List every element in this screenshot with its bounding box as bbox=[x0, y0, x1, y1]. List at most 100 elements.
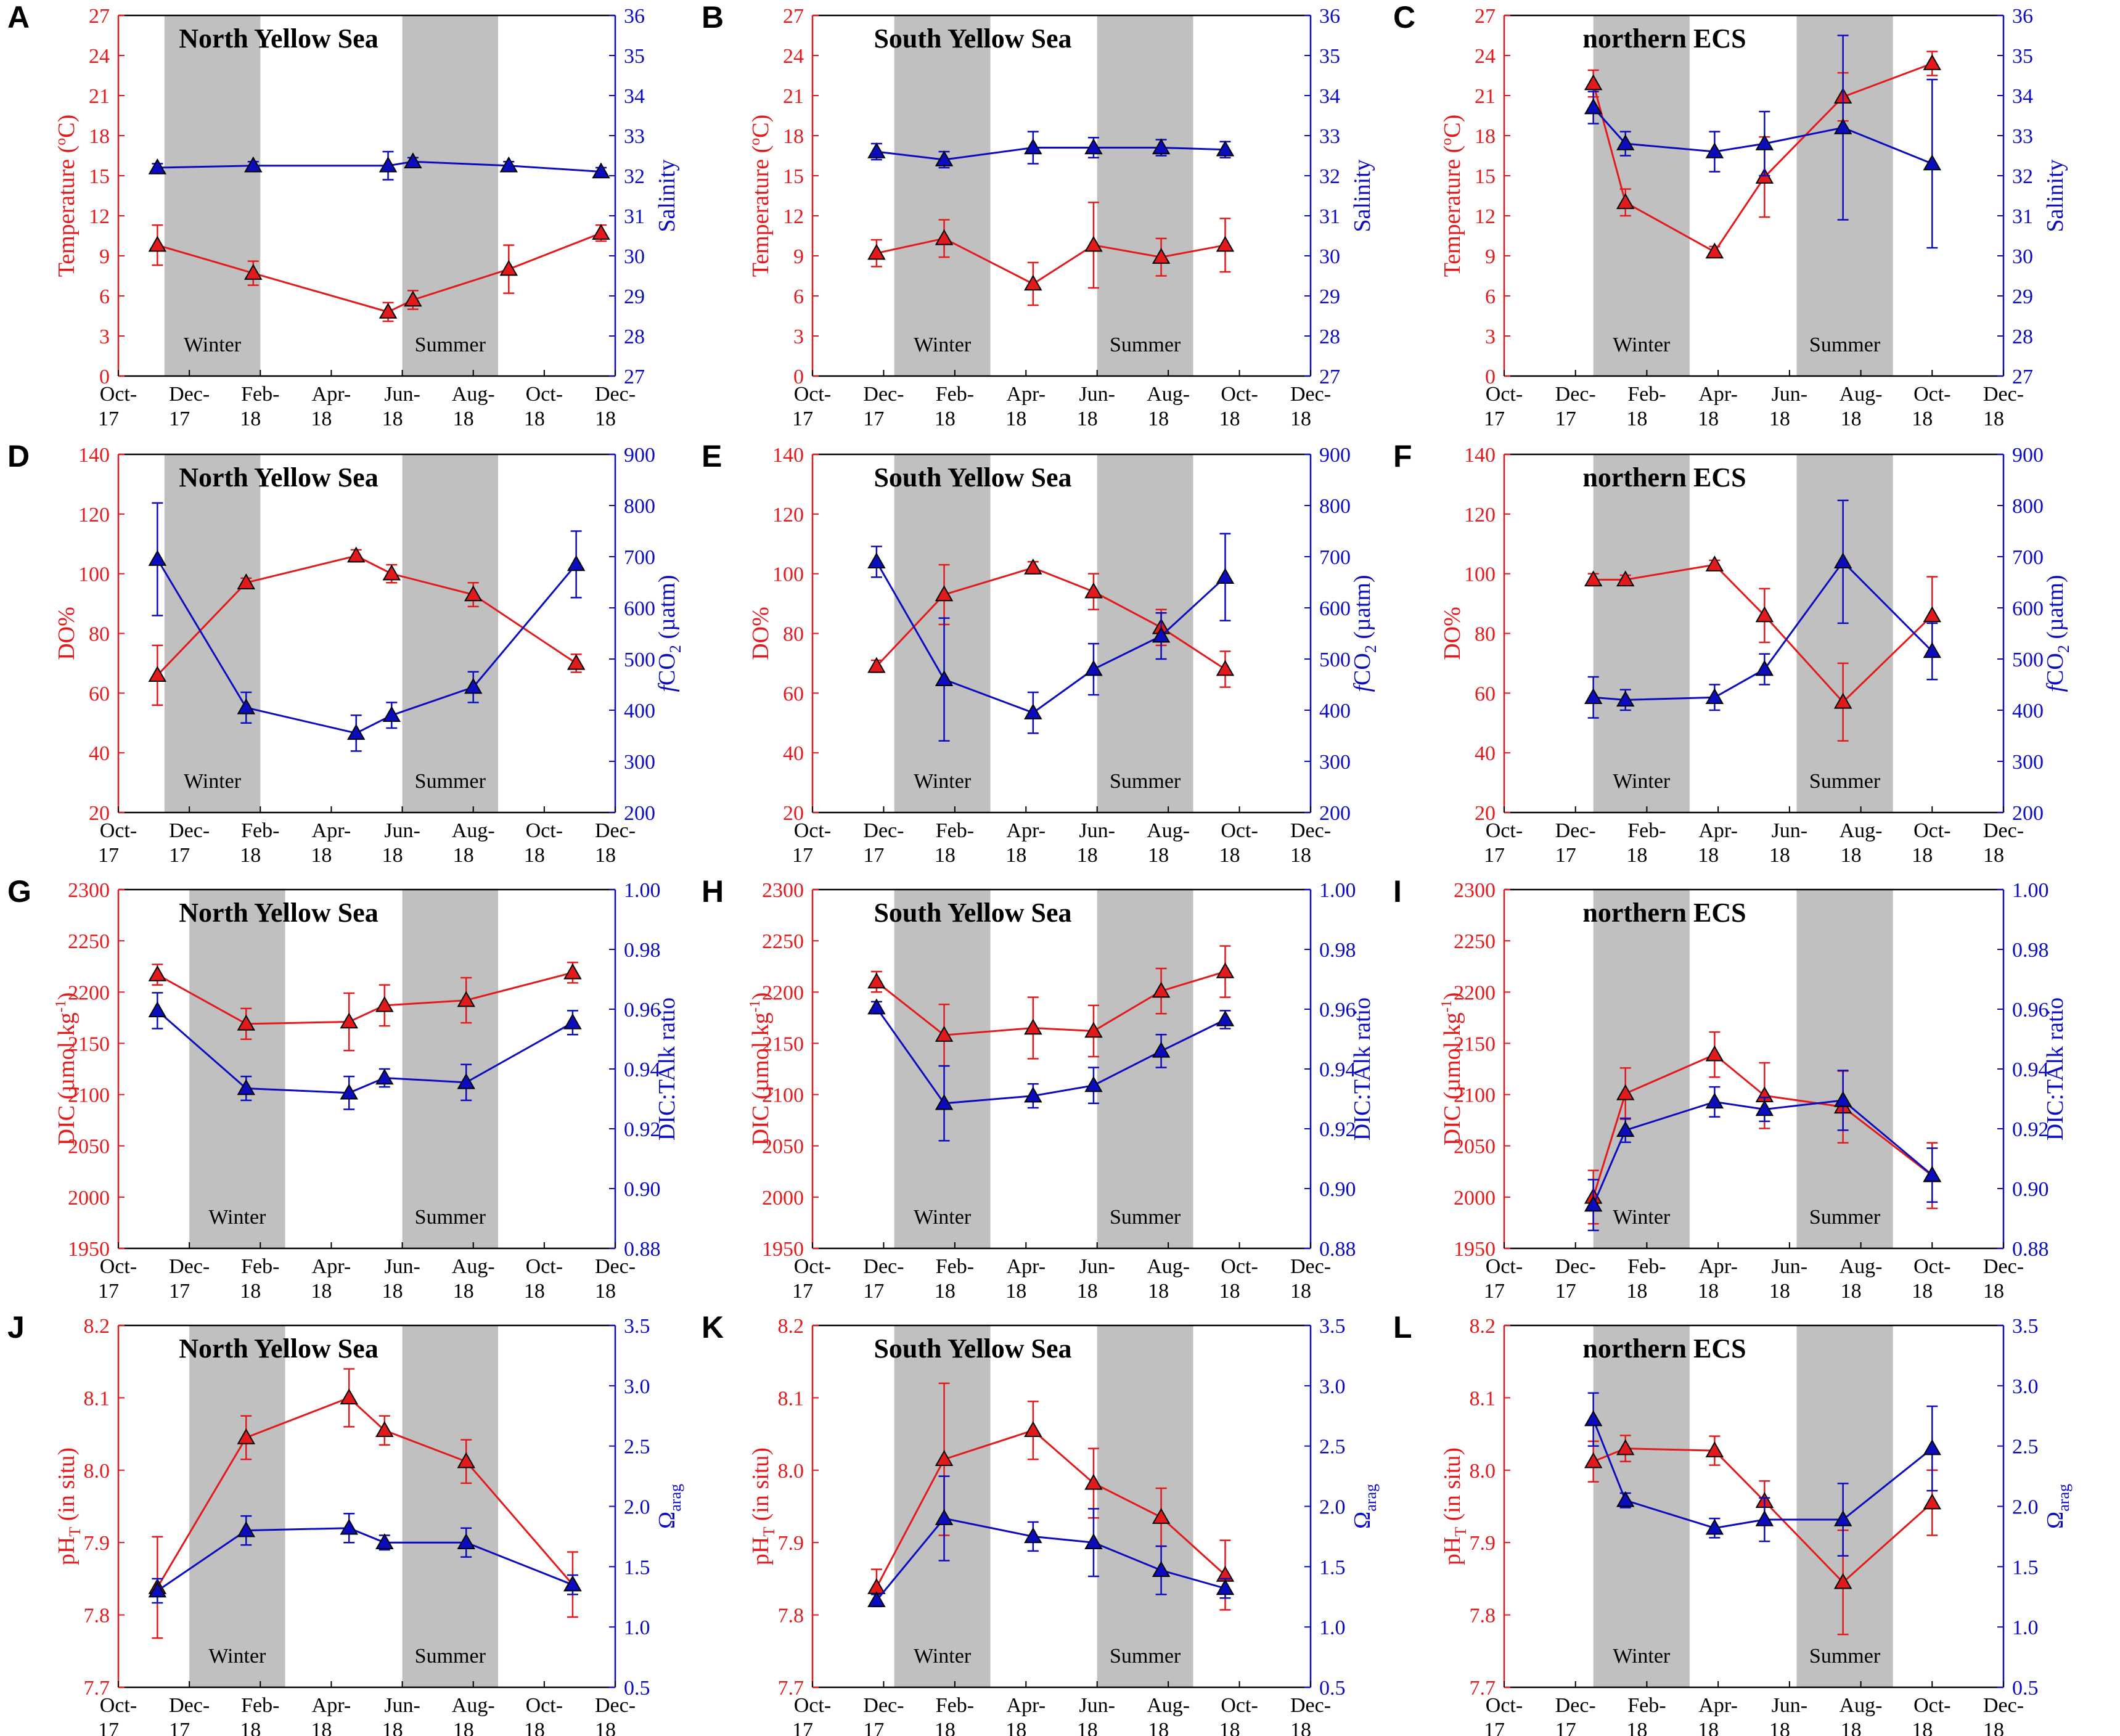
right-tick-label: 0.92 bbox=[1319, 1118, 1356, 1141]
right-series-line bbox=[875, 1517, 1226, 1602]
summer-label: Summer bbox=[415, 334, 486, 356]
left-tick-label: 40 bbox=[89, 742, 110, 765]
x-tick-label: Apr- bbox=[1698, 383, 1738, 406]
winter-shading bbox=[189, 1325, 285, 1687]
right-tick-label: 600 bbox=[624, 597, 655, 620]
right-tick-label: 30 bbox=[624, 245, 645, 268]
left-series bbox=[148, 546, 586, 706]
x-tick-label: Oct- bbox=[794, 1694, 831, 1717]
x-tick-label: Oct- bbox=[100, 383, 137, 406]
winter-shading bbox=[894, 890, 991, 1248]
x-tick-label: 18 bbox=[1912, 407, 1933, 430]
left-data-point bbox=[1152, 1508, 1171, 1524]
x-tick-label: 18 bbox=[1769, 1719, 1790, 1736]
x-tick-label: Oct- bbox=[794, 819, 831, 842]
left-tick-label: 18 bbox=[1475, 125, 1496, 148]
x-tick-label: Jun- bbox=[384, 383, 420, 406]
left-tick-label: 2200 bbox=[1454, 981, 1496, 1004]
left-data-point bbox=[867, 244, 886, 260]
left-tick-label: 12 bbox=[89, 205, 110, 228]
right-tick-label: 0.94 bbox=[2012, 1058, 2049, 1081]
left-tick-label: 6 bbox=[793, 285, 804, 308]
right-data-point bbox=[1084, 1076, 1103, 1092]
right-tick-label: 0.94 bbox=[1319, 1058, 1356, 1081]
left-tick-label: 2000 bbox=[762, 1187, 804, 1210]
right-series bbox=[1584, 1392, 1942, 1557]
left-tick-label: 8.1 bbox=[1470, 1387, 1496, 1410]
x-tick-label: Dec- bbox=[1555, 1255, 1596, 1278]
right-series bbox=[148, 502, 586, 752]
left-data-point bbox=[375, 996, 394, 1012]
right-axis-label-text: DIC:TAlk ratio bbox=[1349, 997, 1375, 1140]
x-tick-label: 18 bbox=[1841, 1280, 1862, 1303]
left-data-point bbox=[1923, 54, 1942, 70]
x-tick-label: 18 bbox=[311, 1719, 332, 1736]
winter-shading bbox=[894, 454, 991, 813]
right-tick-label: 200 bbox=[1319, 802, 1351, 825]
left-data-point bbox=[1923, 1493, 1942, 1510]
x-tick-label: 17 bbox=[98, 1280, 119, 1303]
right-data-point bbox=[1833, 118, 1852, 134]
right-tick-label: 3.0 bbox=[1319, 1375, 1346, 1398]
right-tick-label: 3.5 bbox=[624, 1315, 650, 1338]
x-tick-label: Dec- bbox=[169, 1255, 210, 1278]
x-tick-label: Dec- bbox=[863, 1694, 904, 1717]
panel-letter: D bbox=[7, 439, 30, 473]
x-tick-label: 18 bbox=[1005, 1719, 1026, 1736]
right-data-point bbox=[1216, 568, 1235, 584]
right-tick-label: 1.0 bbox=[624, 1616, 650, 1639]
x-tick-label: 18 bbox=[1290, 1719, 1311, 1736]
left-series-line bbox=[875, 970, 1226, 1036]
x-tick-label: Dec- bbox=[863, 383, 904, 406]
x-tick-label: 17 bbox=[863, 1719, 884, 1736]
right-data-point bbox=[379, 156, 398, 173]
left-data-point bbox=[1084, 1473, 1103, 1490]
summer-label: Summer bbox=[1809, 770, 1881, 793]
right-axis-label: fCO2 (µatm) bbox=[2042, 575, 2073, 692]
panel-title: northern ECS bbox=[1582, 1333, 1746, 1364]
left-tick-label: 9 bbox=[793, 245, 804, 268]
left-data-point bbox=[347, 546, 366, 563]
right-data-point bbox=[563, 1013, 582, 1030]
x-tick-label: Dec- bbox=[1555, 819, 1596, 842]
left-tick-label: 40 bbox=[1475, 742, 1496, 765]
right-series bbox=[148, 992, 582, 1110]
x-tick-label: 17 bbox=[169, 844, 190, 867]
right-tick-label: 300 bbox=[1319, 751, 1351, 774]
x-tick-label: Dec- bbox=[863, 819, 904, 842]
panel-c: Winter Summer0369121518212427272829303132… bbox=[1393, 0, 2068, 430]
left-tick-label: 140 bbox=[78, 444, 110, 467]
left-axis-label: DO% bbox=[1439, 607, 1465, 660]
winter-shading bbox=[894, 1325, 991, 1687]
x-tick-label: 18 bbox=[935, 844, 956, 867]
x-tick-label: Apr- bbox=[1698, 1694, 1738, 1717]
right-data-point bbox=[1705, 1518, 1724, 1535]
left-series bbox=[867, 945, 1235, 1067]
right-tick-label: 36 bbox=[1319, 5, 1340, 28]
panel-letter: A bbox=[7, 0, 30, 35]
x-tick-label: 18 bbox=[595, 407, 616, 430]
right-data-point bbox=[935, 670, 954, 686]
left-data-point bbox=[1216, 235, 1235, 252]
x-tick-label: 18 bbox=[1912, 1719, 1933, 1736]
left-data-point bbox=[1084, 1022, 1103, 1038]
right-tick-label: 0.98 bbox=[2012, 939, 2049, 962]
left-tick-label: 20 bbox=[89, 802, 110, 825]
x-tick-label: 18 bbox=[240, 407, 261, 430]
left-tick-label: 20 bbox=[783, 802, 804, 825]
left-series-line bbox=[157, 1396, 574, 1588]
right-series bbox=[148, 1512, 582, 1604]
x-tick-label: Dec- bbox=[169, 383, 210, 406]
panel-letter: E bbox=[702, 439, 722, 473]
panel-i: Winter Summer 1950 2000 2050 2100 2150 2200 2250… bbox=[1393, 874, 2068, 1303]
x-tick-label: Aug- bbox=[452, 819, 495, 842]
left-tick-label: 27 bbox=[89, 5, 110, 28]
summer-label: Summer bbox=[415, 1206, 486, 1229]
right-data-point bbox=[1616, 1121, 1635, 1137]
x-tick-label: 18 bbox=[453, 844, 474, 867]
left-data-point bbox=[375, 1421, 394, 1437]
x-tick-label: Jun- bbox=[1079, 819, 1115, 842]
x-tick-label: Dec- bbox=[169, 1694, 210, 1717]
x-tick-label: Dec- bbox=[1983, 1694, 2024, 1717]
x-tick-label: 17 bbox=[1484, 844, 1505, 867]
